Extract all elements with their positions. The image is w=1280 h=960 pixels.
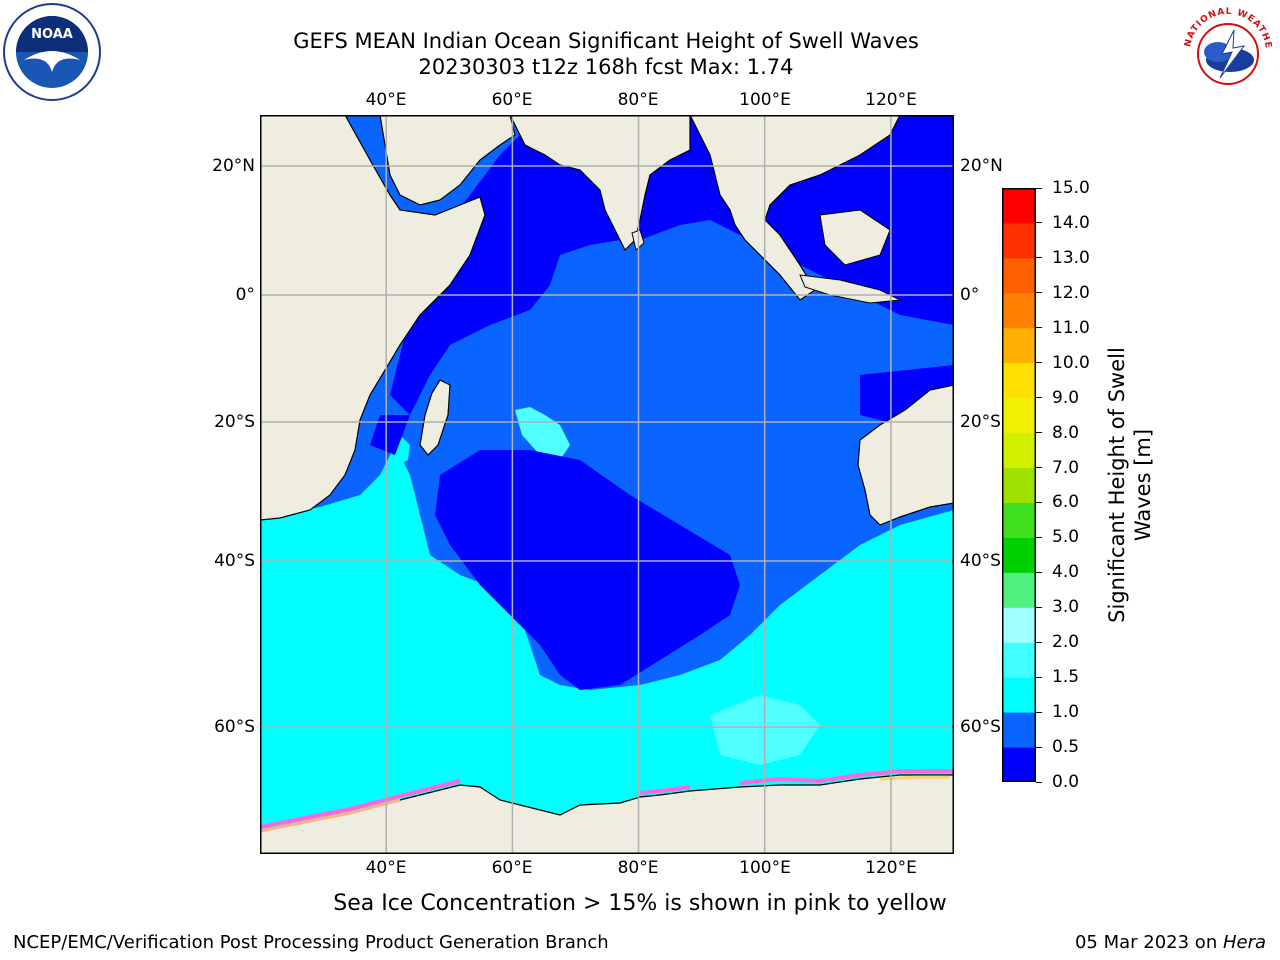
colorbar-tick-label: 13.0	[1052, 247, 1090, 268]
colorbar-tick-mark	[1036, 501, 1042, 503]
noaa-logo: NOAA	[2, 2, 102, 102]
land-australia	[857, 384, 954, 526]
colorbar-tick-mark	[1036, 222, 1042, 224]
swell-band-0-0-north	[390, 115, 954, 415]
colorbar-segment	[1002, 502, 1036, 538]
colorbar-tick-label: 1.5	[1052, 667, 1080, 688]
colorbar-tick-mark	[1036, 187, 1042, 189]
land-arabia	[379, 115, 516, 206]
colorbar-tick-mark	[1036, 781, 1042, 783]
colorbar-segment	[1002, 747, 1036, 782]
lat-tick-left-20n: 20°N	[212, 156, 255, 176]
colorbar-tick-mark	[1036, 467, 1042, 469]
colorbar-tick-mark	[1036, 432, 1042, 434]
colorbar-segment	[1002, 257, 1036, 294]
colorbar-tick-label: 0.5	[1052, 737, 1080, 758]
colorbar-tick-label: 12.0	[1052, 282, 1090, 303]
colorbar-tick-mark	[1036, 676, 1042, 678]
colorbar-label-line2: Waves [m]	[1131, 428, 1155, 542]
colorbar-ticks: 0.0 0.5 1.0 1.5 2.0 3.0 4.0 5.0 6.0 7.0 8.0 9.0 10.0…	[1036, 0, 1100, 960]
colorbar-segment	[1002, 292, 1036, 329]
land-madagascar	[419, 379, 451, 456]
lon-tick-top-100e: 100°E	[739, 90, 791, 110]
colorbar-tick-mark	[1036, 746, 1042, 748]
colorbar-segment	[1002, 327, 1036, 364]
lon-tick-bottom-80e: 80°E	[617, 858, 659, 878]
lon-tick-bottom-60e: 60°E	[491, 858, 533, 878]
sea-ice-caption: Sea Ice Concentration > 15% is shown in …	[333, 891, 947, 916]
colorbar-tick-mark	[1036, 571, 1042, 573]
lon-tick-bottom-120e: 120°E	[865, 858, 917, 878]
lon-tick-bottom-40e: 40°E	[365, 858, 407, 878]
colorbar-tick-label: 0.0	[1052, 772, 1080, 792]
colorbar-segment	[1002, 677, 1036, 713]
colorbar-tick-label: 5.0	[1052, 527, 1080, 548]
colorbar-tick-label: 10.0	[1052, 352, 1090, 373]
lat-tick-left-20s: 20°S	[214, 412, 255, 432]
chart-title: GEFS MEAN Indian Ocean Significant Heigh…	[293, 29, 919, 53]
footer-credit: NCEP/EMC/Verification Post Processing Pr…	[13, 932, 609, 953]
land-africa	[260, 115, 486, 521]
footer-date: 05 Mar 2023 on Hera	[1075, 932, 1266, 954]
land-antarctica	[260, 774, 954, 854]
lat-tick-left-60s: 60°S	[214, 717, 255, 737]
colorbar-tick-label: 14.0	[1052, 212, 1090, 233]
colorbar-segment	[1002, 432, 1036, 469]
colorbar-tick-label: 2.0	[1052, 632, 1080, 653]
colorbar-segment	[1002, 572, 1036, 608]
colorbar-segment	[1002, 712, 1036, 748]
noaa-logo-text: NOAA	[31, 27, 73, 42]
colorbar-tick-mark	[1036, 292, 1042, 294]
lat-tick-right-0: 0°	[960, 285, 980, 305]
land-india	[509, 115, 691, 252]
lat-tick-right-20s: 20°S	[960, 412, 1001, 432]
colorbar-segment	[1002, 467, 1036, 503]
colorbar-segment	[1002, 188, 1036, 224]
colorbar-tick-mark	[1036, 397, 1042, 399]
nws-logo: NATIONAL WEATHER SERVICE	[1174, 0, 1278, 102]
lat-tick-left-40s: 40°S	[214, 551, 255, 571]
colorbar-label-line1: Significant Height of Swell	[1105, 347, 1129, 623]
lat-tick-right-60s: 60°S	[960, 717, 1001, 737]
map-area	[260, 115, 954, 854]
footer-date-text: 05 Mar 2023 on	[1074, 932, 1223, 953]
colorbar-segment	[1002, 642, 1036, 678]
lon-tick-bottom-100e: 100°E	[739, 858, 791, 878]
lon-tick-top-120e: 120°E	[865, 90, 917, 110]
colorbar-segment	[1002, 537, 1036, 573]
colorbar-segment	[1002, 362, 1036, 399]
lat-tick-left-0: 0°	[235, 285, 255, 305]
colorbar-segment	[1002, 397, 1036, 434]
colorbar-tick-label: 1.0	[1052, 702, 1080, 723]
gridlines	[260, 115, 954, 854]
lat-tick-right-20n: 20°N	[960, 156, 1003, 176]
colorbar-tick-mark	[1036, 362, 1042, 364]
colorbar-tick-label: 9.0	[1052, 387, 1080, 408]
colorbar-tick-mark	[1036, 606, 1042, 608]
colorbar-tick-label: 8.0	[1052, 422, 1080, 443]
colorbar-tick-mark	[1036, 257, 1042, 259]
colorbar-segment	[1002, 607, 1036, 643]
colorbar-tick-label: 4.0	[1052, 562, 1080, 583]
colorbar-tick-mark	[1036, 327, 1042, 329]
colorbar-tick-mark	[1036, 641, 1042, 643]
lon-tick-top-40e: 40°E	[365, 90, 407, 110]
chart-subtitle: 20230303 t12z 168h fcst Max: 1.74	[418, 55, 794, 79]
swell-band-0-0-central	[435, 450, 740, 690]
lon-tick-top-60e: 60°E	[491, 90, 533, 110]
footer-host: Hera	[1222, 932, 1266, 953]
colorbar-tick-label: 11.0	[1052, 317, 1090, 338]
colorbar-tick-label: 3.0	[1052, 597, 1080, 618]
colorbar-tick-label: 7.0	[1052, 457, 1080, 478]
sea-ice-fringe	[260, 779, 461, 829]
colorbar	[1002, 188, 1036, 782]
lat-tick-right-40s: 40°S	[960, 551, 1001, 571]
colorbar-tick-mark	[1036, 536, 1042, 538]
colorbar-tick-mark	[1036, 711, 1042, 713]
lon-tick-top-80e: 80°E	[617, 90, 659, 110]
colorbar-tick-label: 15.0	[1052, 178, 1090, 198]
colorbar-segment	[1002, 222, 1036, 259]
colorbar-tick-label: 6.0	[1052, 492, 1080, 513]
